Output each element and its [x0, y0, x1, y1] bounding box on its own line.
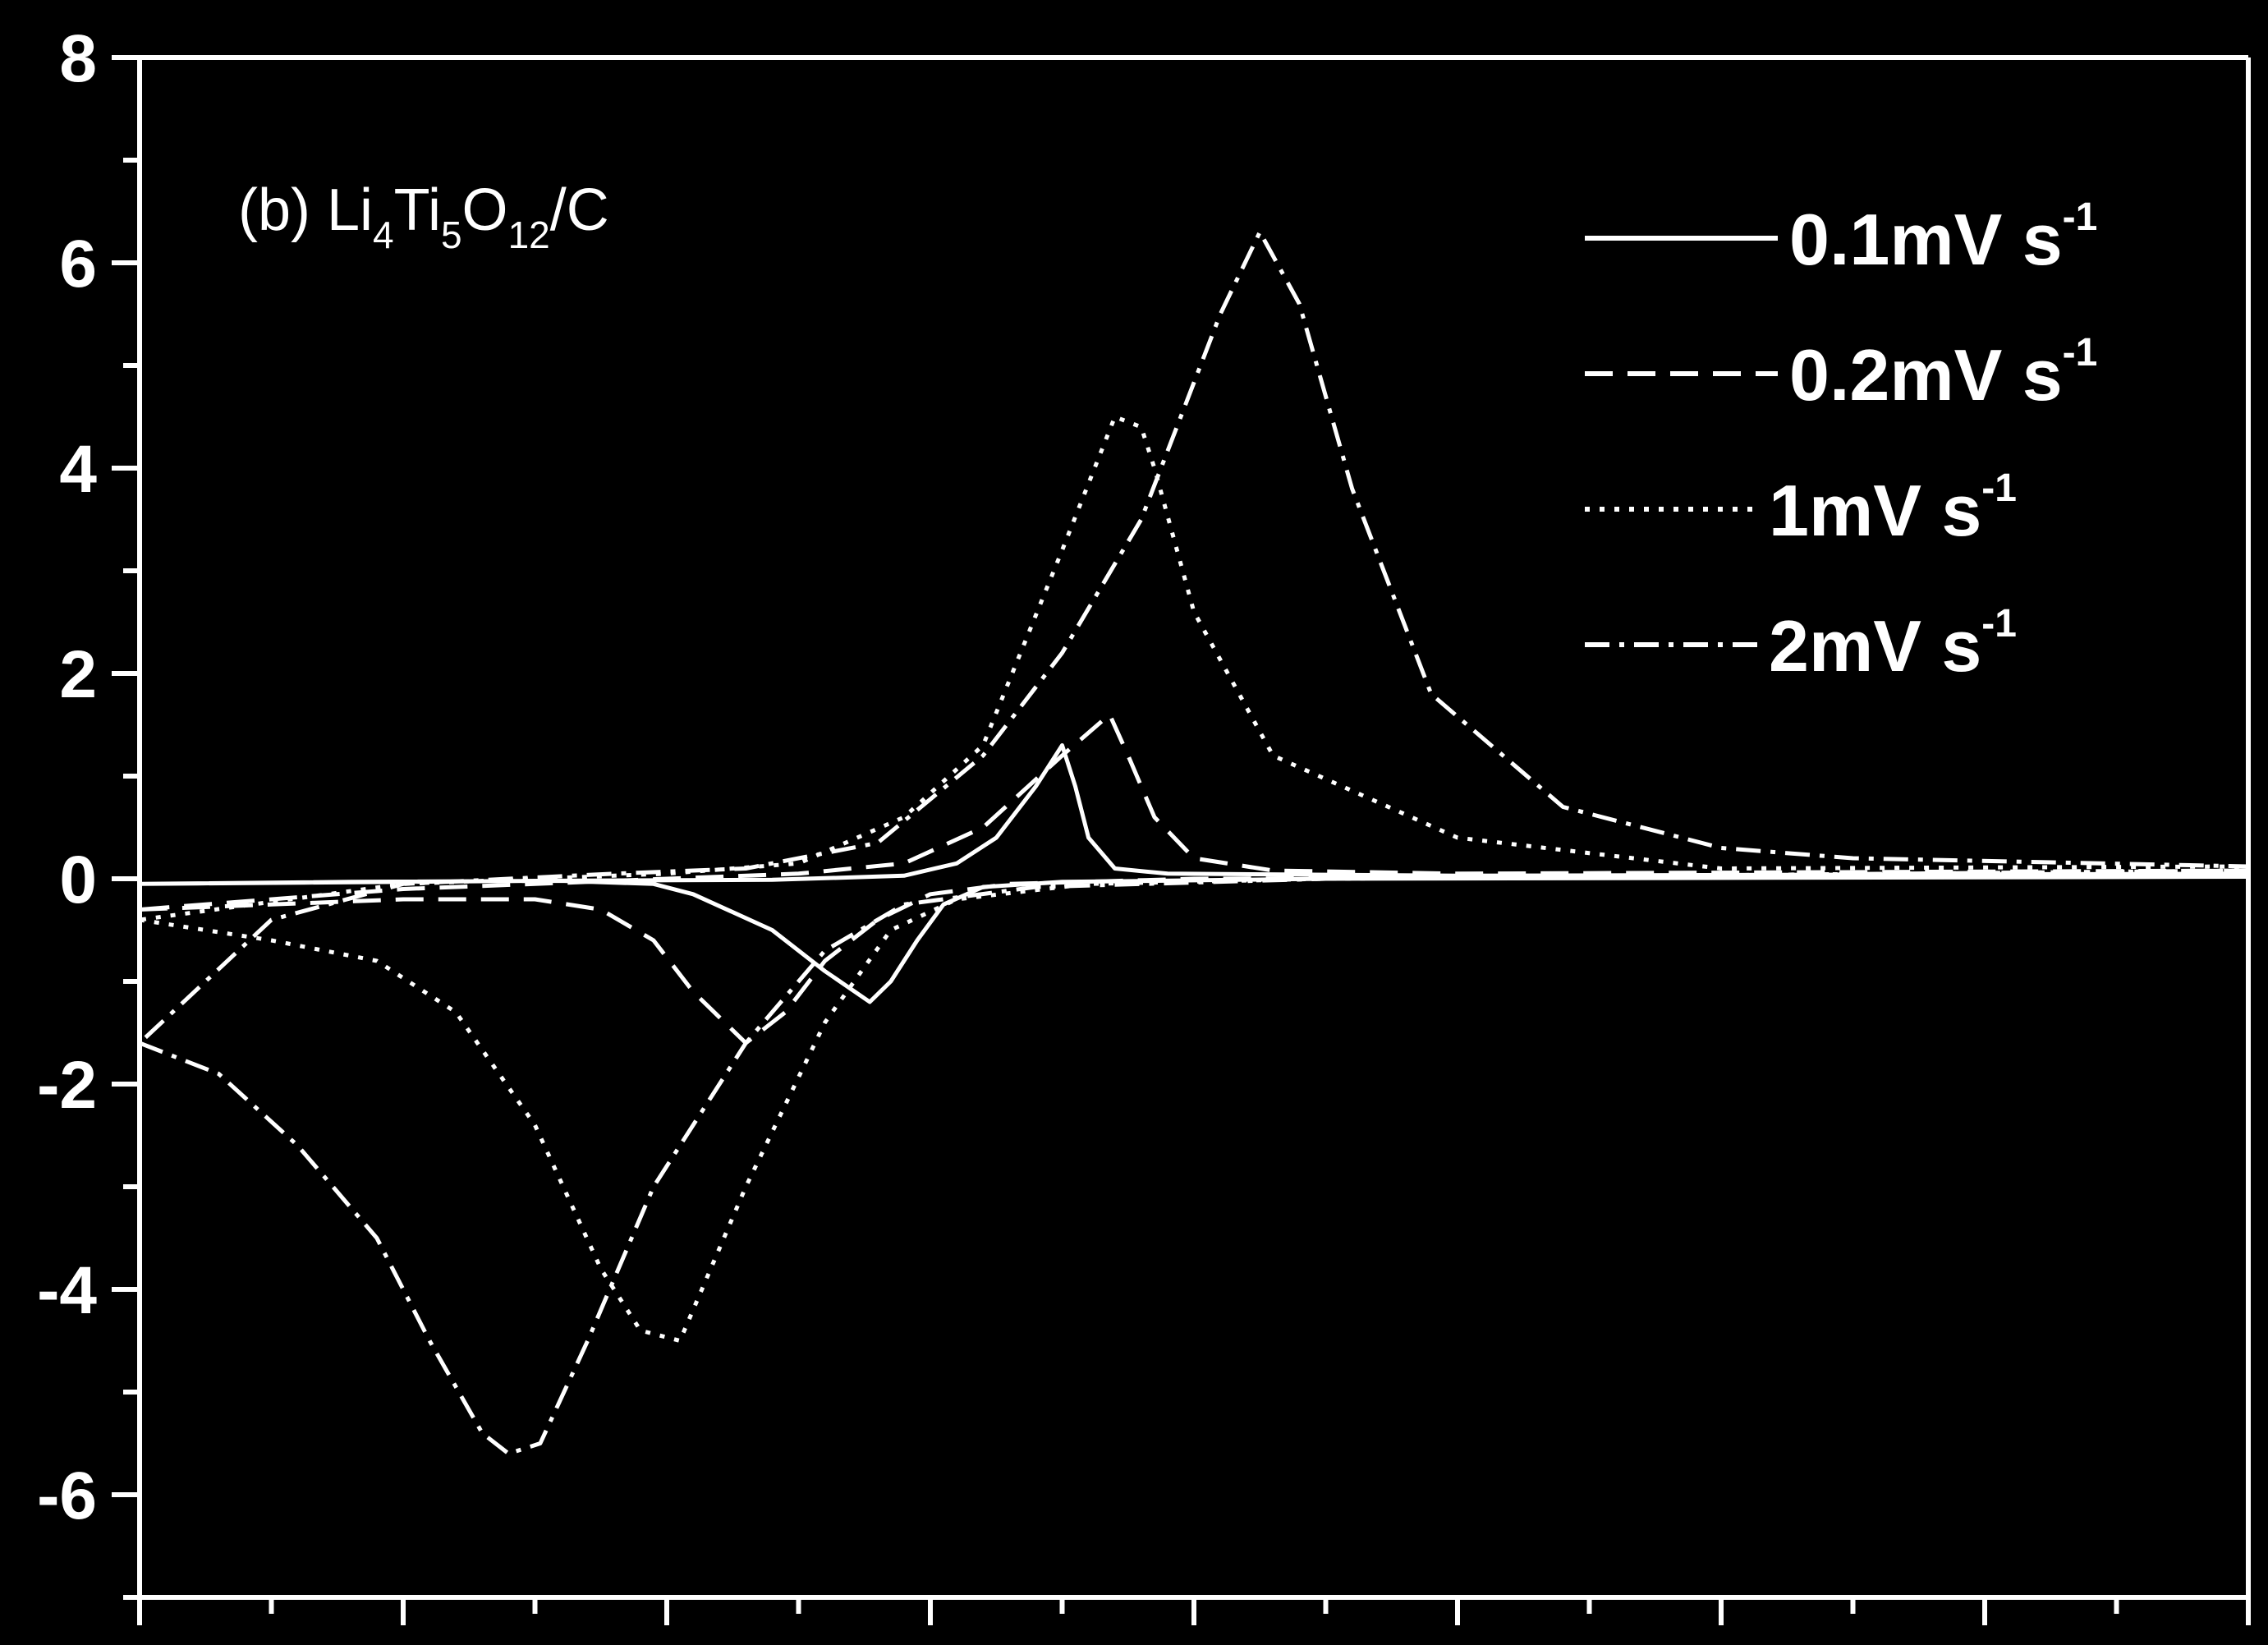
legend-label: 1mV s-1: [1769, 466, 2017, 551]
series-lines: [138, 230, 2251, 1456]
y-tick-label: 8: [59, 21, 97, 96]
legend: 0.1mV s-1 0.2mV s-1 1mV s-1 2mV s-1: [1585, 195, 2097, 687]
y-tick-label: -4: [37, 1253, 97, 1328]
legend-label: 2mV s-1: [1769, 602, 2017, 687]
y-tick-labels: 8 6 4 2 0 -2 -4 -6: [37, 21, 97, 1533]
y-tick-label: -6: [37, 1459, 97, 1533]
y-tick-label: -2: [37, 1048, 97, 1123]
y-tick-label: 2: [59, 637, 97, 712]
series-line: [139, 712, 2251, 1045]
y-tick-label: 6: [59, 227, 97, 301]
series-line: [138, 230, 2251, 1456]
series-line: [139, 743, 2251, 1004]
y-tick-label: 4: [59, 432, 97, 507]
axes: [112, 55, 2251, 1625]
legend-label: 0.2mV s-1: [1789, 331, 2097, 416]
y-tick-label: 0: [59, 843, 97, 917]
panel-label: (b) Li4Ti5O12/C: [238, 177, 609, 256]
legend-label: 0.1mV s-1: [1789, 195, 2097, 280]
